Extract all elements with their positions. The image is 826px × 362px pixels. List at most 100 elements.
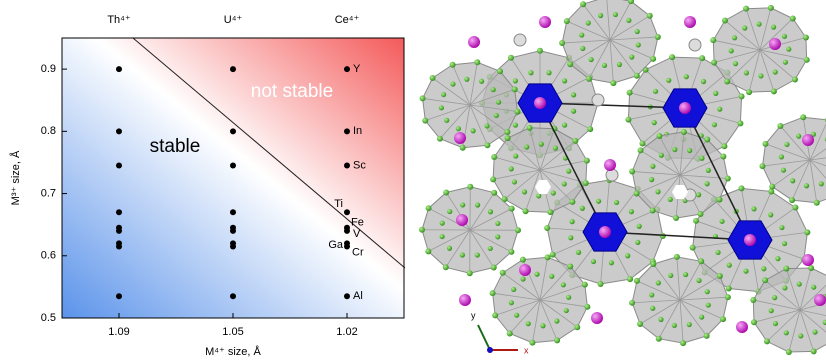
data-point (116, 66, 122, 72)
oxygen-atom (496, 100, 501, 105)
oxygen-atom (629, 300, 635, 306)
oxygen-atom (650, 164, 655, 169)
oxygen-atom (596, 199, 601, 204)
oxygen-atom (751, 319, 757, 325)
oxygen-atom (460, 202, 465, 207)
oxygen-atom (553, 146, 558, 151)
oxygen-atom (639, 140, 645, 146)
oxygen-atom (514, 109, 520, 115)
oxygen-atom (512, 179, 517, 184)
metal-atom (599, 226, 611, 238)
gray-atom (606, 169, 618, 181)
oxygen-atom (781, 168, 786, 173)
oxygen-atom (564, 308, 569, 313)
oxygen-atom (589, 57, 594, 62)
annotation: not stable (251, 81, 333, 102)
oxygen-atom (512, 86, 518, 92)
oxygen-atom (658, 317, 663, 322)
oxygen-atom (625, 117, 631, 123)
oxygen-atom (814, 200, 820, 206)
point-label: Cr (352, 246, 364, 258)
oxygen-atom (440, 221, 445, 226)
oxygen-atom (536, 193, 541, 198)
oxygen-atom (796, 134, 801, 139)
oxygen-atom (508, 55, 514, 61)
metal-atom (534, 97, 546, 109)
oxygen-atom (443, 189, 449, 195)
oxygen-atom (526, 321, 531, 326)
series-label: U⁴⁺ (224, 14, 243, 26)
y-tick-label: 0.9 (41, 63, 56, 75)
crystal-structure: yx (419, 0, 826, 355)
oxygen-atom (737, 120, 743, 126)
oxygen-atom (653, 89, 658, 94)
oxygen-atom (534, 272, 539, 277)
oxygen-atom (699, 314, 704, 319)
oxygen-atom (495, 234, 500, 239)
oxygen-atom (610, 80, 616, 86)
oxygen-atom (804, 229, 810, 235)
oxygen-atom (655, 34, 661, 40)
oxygen-atom (672, 147, 677, 152)
oxygen-atom (764, 338, 770, 344)
oxygen-atom (769, 308, 774, 313)
oxygen-atom (705, 181, 710, 186)
y-axis-label: M³⁺ size, Å (9, 150, 22, 205)
oxygen-atom (659, 153, 664, 158)
oxygen-atom (419, 227, 425, 233)
point-label: V (353, 228, 361, 240)
oxygen-atom (804, 183, 809, 188)
oxygen-atom (710, 37, 716, 43)
oxygen-atom (551, 190, 556, 195)
oxygen-atom (668, 273, 673, 278)
data-point (230, 209, 236, 215)
oxygen-atom (537, 48, 543, 54)
oxygen-atom (504, 129, 510, 135)
cation-sphere (769, 38, 781, 50)
point-label: In (353, 125, 362, 137)
oxygen-atom (529, 340, 535, 346)
oxygen-atom (738, 185, 744, 191)
oxygen-atom (656, 336, 662, 342)
oxygen-atom (450, 62, 456, 68)
oxygen-atom (475, 202, 480, 207)
axis-arrow-y (478, 325, 490, 350)
cation-sphere (468, 36, 480, 48)
data-point (344, 209, 350, 215)
oxygen-atom (627, 90, 633, 96)
oxygen-atom (425, 248, 431, 254)
oxygen-atom (782, 285, 787, 290)
oxygen-atom (786, 47, 791, 52)
oxygen-atom (627, 276, 633, 282)
oxygen-atom (626, 18, 631, 23)
cation-sphere (814, 294, 826, 306)
oxygen-atom (569, 199, 575, 205)
oxygen-atom (488, 246, 493, 251)
oxygen-atom (564, 18, 570, 24)
oxygen-atom (684, 74, 689, 79)
oxygen-atom (559, 40, 565, 46)
oxygen-atom (456, 126, 461, 131)
oxygen-atom (652, 120, 657, 125)
oxygen-atom (669, 54, 675, 60)
oxygen-atom (420, 95, 426, 101)
oxygen-atom (743, 6, 749, 12)
oxygen-atom (803, 34, 809, 40)
oxygen-atom (471, 128, 476, 133)
oxygen-atom (513, 123, 518, 128)
oxygen-atom (509, 300, 514, 305)
oxygen-atom (650, 56, 656, 62)
oxygen-atom (509, 206, 515, 212)
oxygen-atom (430, 75, 436, 81)
oxygen-atom (637, 321, 643, 327)
oxygen-atom (602, 63, 607, 68)
y-tick-label: 0.6 (41, 250, 56, 262)
oxygen-atom (479, 79, 484, 84)
oxygen-atom (447, 209, 452, 214)
oxygen-atom (579, 32, 584, 37)
oxygen-atom (762, 141, 768, 147)
oxygen-atom (726, 286, 732, 292)
oxygen-atom (513, 78, 518, 83)
oxygen-atom (706, 302, 711, 307)
oxygen-atom (666, 78, 671, 83)
